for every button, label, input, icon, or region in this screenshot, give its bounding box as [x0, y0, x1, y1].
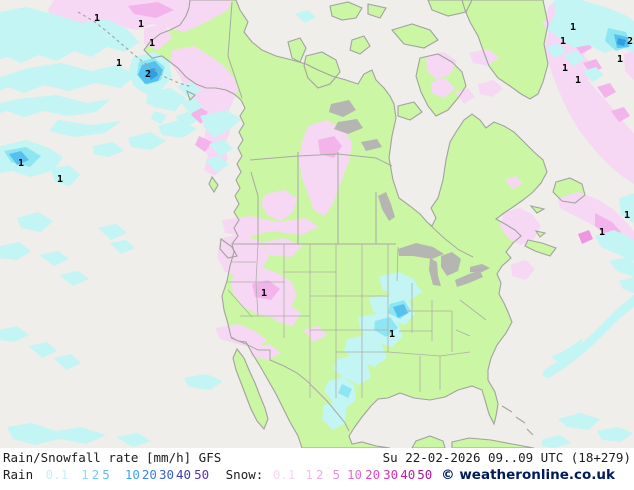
legend-value: 2 [91, 467, 100, 482]
intensity-label: 1 [389, 329, 395, 340]
intensity-label: 1 [617, 54, 623, 65]
legend-rain-values: 0.1 1 2 5 10 20 30 40 50 [41, 467, 209, 482]
legend-value: 50 [417, 467, 433, 482]
legend-value: 40 [176, 467, 192, 482]
status-bar: Rain/Snowfall rate [mm/h] GFS Su 22-02-2… [0, 448, 634, 490]
legend-value: 10 [347, 467, 363, 482]
intensity-label: 2 [145, 69, 151, 80]
copyright: © weatheronline.co.uk [441, 467, 615, 483]
us-mexico-border [230, 337, 350, 432]
legend-value: 1 [81, 467, 89, 482]
intensity-label: 1 [116, 58, 122, 69]
bahamas-islands [501, 405, 534, 436]
legend-value: 0.1 [272, 467, 296, 482]
aleutian-islands-chain [77, 11, 193, 88]
intensity-label: 1 [149, 38, 155, 49]
legend-value: 1 [305, 467, 313, 482]
lake-winnipeg [378, 192, 395, 221]
map-title: Rain/Snowfall rate [mm/h] GFS [3, 450, 222, 465]
intensity-label: 1 [94, 13, 100, 24]
legend-value: 10 [124, 467, 140, 482]
border-layer [227, 1, 474, 432]
great-slave-lake [334, 119, 363, 134]
legend-value: 2 [315, 467, 324, 482]
coastline-layer [77, 0, 586, 448]
lakes-layer [329, 100, 490, 287]
ontario-quebec-border [428, 223, 474, 258]
lake-erie [455, 271, 483, 287]
legend-value: 50 [194, 467, 210, 482]
alaska-yukon-border [227, 1, 243, 99]
legend-value: 30 [158, 467, 174, 482]
legend-value: 5 [332, 467, 340, 482]
legend-value: 30 [383, 467, 399, 482]
legend-value: 5 [102, 467, 110, 482]
intensity-label: 2 [627, 36, 633, 47]
intensity-label: 1 [560, 36, 566, 47]
legend-value: 20 [365, 467, 381, 482]
precip-snow-heavy-layer [578, 230, 593, 244]
intensity-label: 1 [18, 158, 24, 169]
intensity-label: 1 [570, 22, 576, 33]
legend-value: 40 [400, 467, 416, 482]
lake-huron [441, 252, 461, 276]
province-borders [249, 152, 393, 244]
lake-athabasca [361, 139, 382, 151]
precip-rain-heavy-layer [9, 34, 629, 318]
intensity-label: 1 [57, 174, 63, 185]
state-border-layer [227, 243, 488, 398]
legend-snow-values: 0.1 1 2 5 10 20 30 40 50 [271, 467, 432, 482]
valid-time: Su 22-02-2026 09..09 UTC (18+279) [382, 450, 631, 465]
intensity-label: 1 [624, 210, 630, 221]
intensity-label: 1 [261, 288, 267, 299]
legend-rain-label: Rain [3, 467, 34, 482]
legend-row: Rain 0.1 1 2 5 10 20 30 40 50 Snow: 0.1 1 2 5 10 20 30… [0, 465, 634, 483]
title-row: Rain/Snowfall rate [mm/h] GFS Su 22-02-2… [0, 448, 634, 465]
legend-snow-label: Snow: [225, 467, 264, 482]
lake-superior [398, 243, 444, 259]
intensity-label: 1 [575, 75, 581, 86]
intensity-label: 1 [562, 63, 568, 74]
intensity-label: 1 [599, 227, 605, 238]
legend-value: 0.1 [45, 467, 69, 482]
precip-legend: Rain 0.1 1 2 5 10 20 30 40 50 Snow: 0.1 1 2 5 10 20 30… [3, 467, 432, 482]
lake-michigan [429, 258, 441, 286]
intensity-label: 1 [138, 19, 144, 30]
great-bear-lake [329, 100, 356, 117]
legend-value: 20 [141, 467, 157, 482]
